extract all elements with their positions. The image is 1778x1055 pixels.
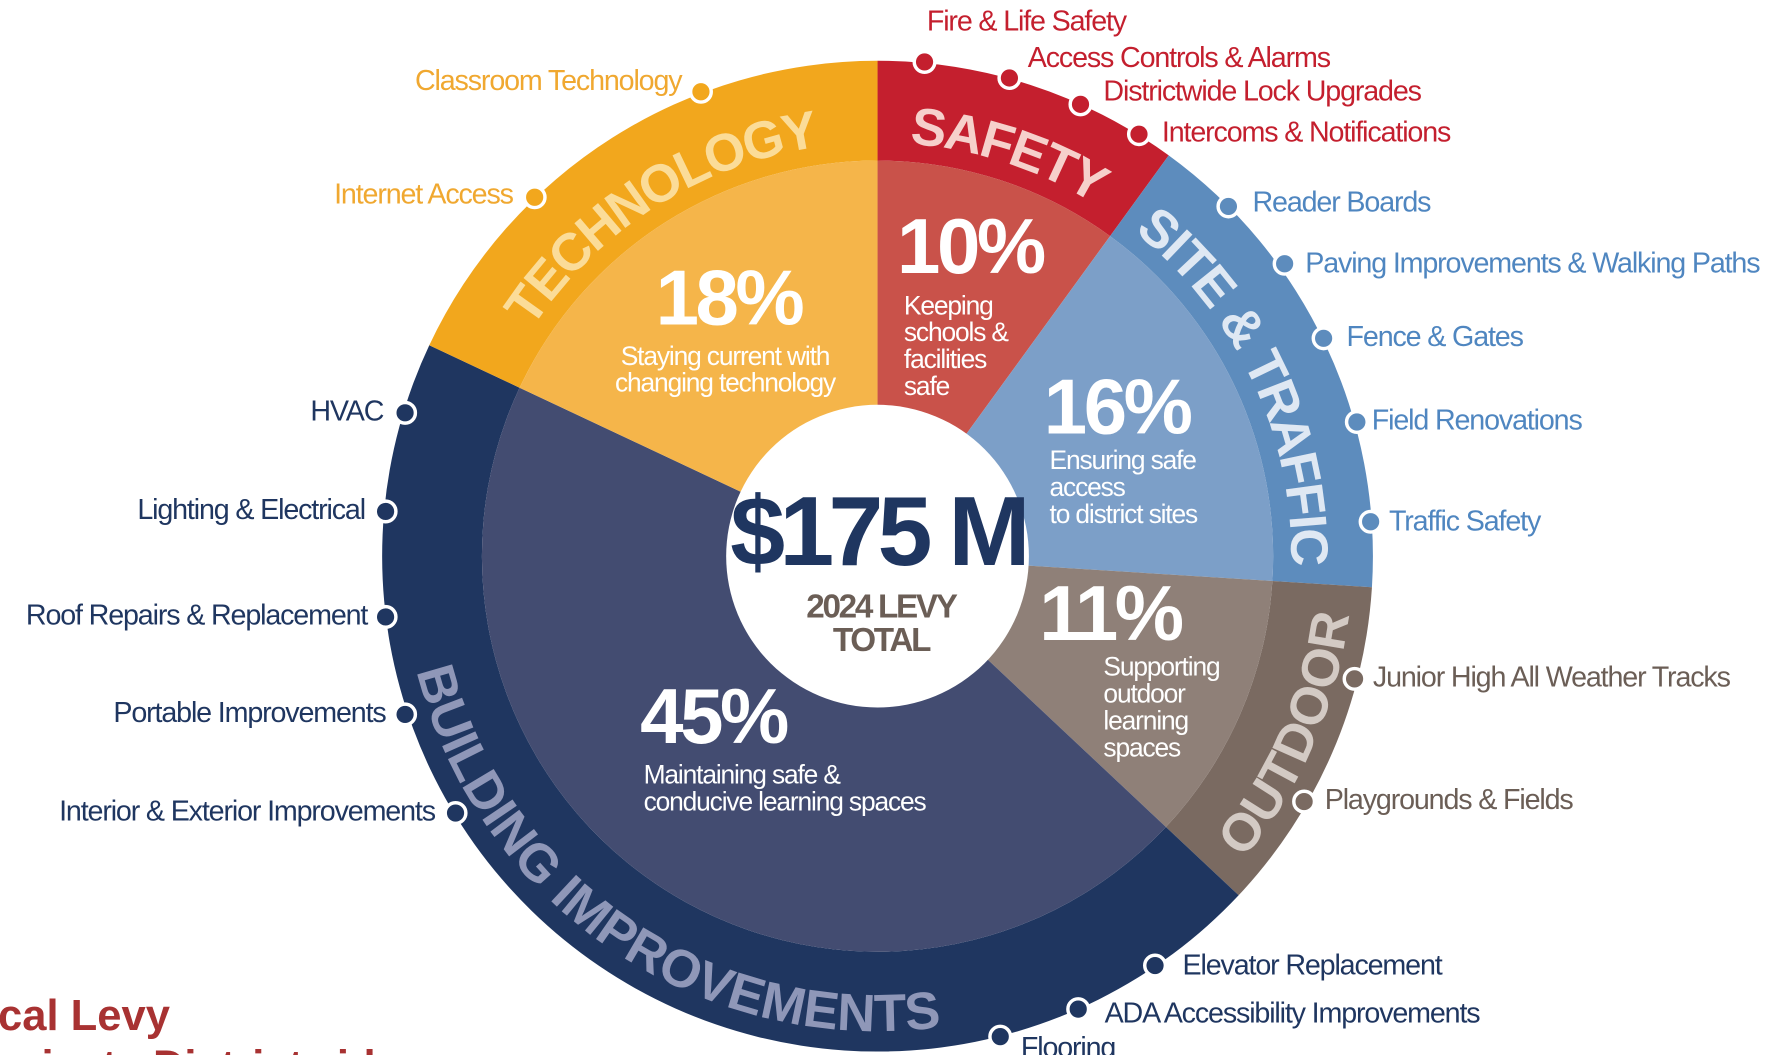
callout-dot [1342, 666, 1367, 691]
segment-description: changing technology [615, 368, 837, 398]
segment-description: access [1050, 472, 1126, 502]
callout-dot [522, 185, 547, 210]
callout-dot [1143, 953, 1168, 978]
item-label: Fence & Gates [1347, 321, 1524, 353]
callout-dot [688, 79, 713, 104]
callout-dot [373, 499, 398, 524]
item-label: Traffic Safety [1389, 505, 1542, 537]
callout-dot [1126, 122, 1152, 147]
item-label: Roof Repairs & Replacement [26, 600, 368, 632]
item-label: ADA Accessibility Improvements [1105, 997, 1481, 1029]
segment-description: facilities [904, 344, 987, 374]
center-label: TOTAL [833, 622, 931, 659]
item-label: Field Renovations [1372, 405, 1583, 437]
segment-description: conducive learning spaces [644, 786, 927, 816]
callout-dot [1344, 409, 1369, 435]
item-label: Portable Improvements [113, 697, 386, 729]
segment-description: schools & [904, 317, 1010, 347]
callout-dot [988, 1024, 1013, 1049]
segment-description: spaces [1103, 732, 1181, 762]
segment-description: learning [1103, 705, 1188, 735]
ring-segment [382, 345, 1239, 1052]
ring-segment [1165, 581, 1372, 896]
item-label: Internet Access [334, 179, 514, 211]
callout-dot [373, 604, 398, 629]
item-label: Lighting & Electrical [137, 494, 365, 526]
segment-description: Ensuring safe [1050, 445, 1197, 475]
callout-dot [1272, 251, 1297, 276]
item-label: Flooring [1021, 1032, 1116, 1055]
callout-dot [1292, 789, 1317, 814]
callout-dot [1358, 509, 1383, 534]
segment-description: outdoor [1103, 678, 1186, 708]
item-label: Playgrounds & Fields [1325, 784, 1574, 816]
item-label: Junior High All Weather Tracks [1373, 661, 1731, 693]
ring-segment [429, 60, 878, 388]
item-label: Paving Improvements & Walking Paths [1305, 247, 1760, 279]
callout-dot [1066, 997, 1091, 1022]
ring-segment [1110, 155, 1373, 588]
center-value: $175 M [730, 476, 1025, 586]
callout-dot [912, 49, 937, 74]
item-label: Reader Boards [1253, 187, 1432, 219]
segment-description: Maintaining safe & [644, 759, 842, 789]
callout-dot [1311, 326, 1336, 351]
callout-dot [997, 65, 1022, 91]
percent-label: 18% [656, 253, 804, 341]
percent-label: 45% [640, 672, 788, 760]
item-label: Interior & Exterior Improvements [59, 796, 436, 828]
callout-dot [1068, 92, 1093, 117]
item-label: Classroom Technology [415, 65, 683, 97]
title-fragment: cal Levy [0, 992, 170, 1040]
segment-description: Supporting [1103, 652, 1219, 682]
callout-dot [393, 400, 418, 425]
item-label: Access Controls & Alarms [1028, 42, 1331, 74]
item-label: Intercoms & Notifications [1162, 117, 1451, 149]
percent-label: 10% [897, 202, 1045, 290]
item-label: Elevator Replacement [1183, 949, 1443, 981]
callout-dot [393, 702, 418, 727]
callout-dot [443, 800, 468, 826]
segment-description: to district sites [1050, 499, 1198, 529]
item-label: HVAC [310, 395, 383, 427]
segment-description: Staying current with [621, 341, 830, 371]
item-label: Districtwide Lock Upgrades [1103, 75, 1421, 107]
percent-label: 11% [1039, 569, 1183, 657]
segment-description: Keeping [904, 290, 993, 320]
segment-description: safe [904, 371, 950, 401]
callout-dot [1216, 194, 1241, 219]
item-label: Fire & Life Safety [927, 6, 1128, 38]
center-circle [726, 404, 1029, 708]
title-fragment: rojects Districtwide [0, 1042, 400, 1055]
ring-segment [877, 60, 1169, 237]
center-label: 2024 LEVY [806, 589, 958, 626]
percent-label: 16% [1044, 362, 1192, 450]
